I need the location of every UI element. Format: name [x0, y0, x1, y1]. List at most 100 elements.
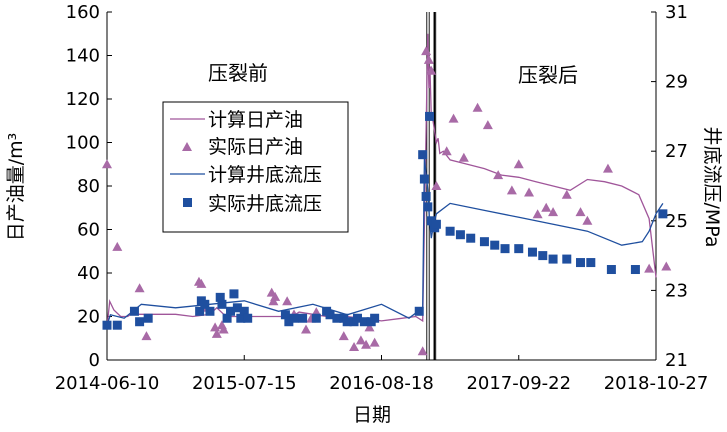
- actual-pressure-point: [232, 303, 242, 313]
- legend-label-calc-pressure: 计算井底流压: [208, 164, 322, 186]
- actual-oil-point: [561, 189, 572, 199]
- actual-pressure-point: [431, 219, 441, 229]
- actual-oil-point: [141, 331, 152, 341]
- actual-oil-point: [458, 152, 469, 162]
- actual-pressure-point: [112, 320, 122, 330]
- actual-pressure-point: [562, 254, 572, 264]
- actual-pressure-point: [426, 216, 436, 226]
- actual-pressure-point: [538, 251, 548, 261]
- actual-oil-point: [102, 159, 112, 169]
- actual-oil-point: [417, 346, 428, 356]
- actual-pressure-point: [200, 299, 210, 309]
- actual-pressure-point: [143, 313, 153, 323]
- actual-oil-point: [513, 159, 524, 169]
- actual-pressure-point: [229, 289, 239, 299]
- actual-oil-point: [575, 207, 586, 217]
- actual-pressure-point: [658, 209, 668, 219]
- x-tick-label: 2016-08-18: [329, 373, 434, 394]
- y-tick-label: 40: [77, 263, 100, 284]
- actual-oil-point: [482, 120, 493, 130]
- actual-pressure-point: [289, 313, 299, 323]
- actual-pressure-point: [370, 313, 380, 323]
- actual-oil-point: [441, 146, 452, 156]
- actual-oil-point: [661, 261, 672, 271]
- tick-labels-group: 0 20 40 60 80 100 120 140 160 21 23 25 27 29 31 2014-06…: [55, 2, 709, 394]
- actual-pressure-point: [102, 320, 112, 330]
- actual-pressure-point: [236, 313, 246, 323]
- actual-oil-point: [506, 185, 517, 195]
- actual-pressure-point: [423, 202, 433, 212]
- y-tick-label: 20: [77, 307, 100, 328]
- actual-pressure-point: [239, 306, 249, 316]
- actual-pressure-point: [576, 258, 586, 268]
- actual-pressure-point: [226, 306, 236, 316]
- actual-pressure-point: [586, 258, 596, 268]
- x-axis-title: 日期: [353, 404, 391, 426]
- actual-oil-point: [369, 337, 380, 347]
- actual-oil-point: [361, 339, 372, 349]
- y-tick-label: 160: [66, 2, 100, 23]
- actual-pressure-point: [298, 313, 308, 323]
- y-tick-label: 100: [66, 133, 100, 154]
- y-axis-title: 日产油量/m³: [5, 133, 27, 242]
- actual-pressure-point: [222, 313, 232, 323]
- actual-oil-point: [472, 102, 483, 112]
- x-tick-label: 2018-10-27: [604, 373, 709, 394]
- legend-label-calc-oil: 计算日产油: [208, 109, 303, 131]
- actual-oil-point: [582, 215, 593, 225]
- y-tick-label: 60: [77, 220, 100, 241]
- actual-pressure-point: [359, 317, 369, 327]
- legend-box: [162, 101, 349, 233]
- actual-oil-point: [423, 54, 434, 64]
- actual-pressure-point: [455, 230, 465, 240]
- actual-pressure-point: [243, 313, 253, 323]
- actual-oil-point: [532, 209, 543, 219]
- actual-oil-point: [421, 46, 432, 56]
- actual-pressure-point: [195, 306, 205, 316]
- x-tick-label: 2017-09-22: [466, 373, 571, 394]
- legend-label-actual-pressure: 实际井底流压: [208, 193, 322, 215]
- actual-oil-point: [493, 170, 504, 180]
- actual-pressure-point: [280, 310, 290, 320]
- actual-oil-point: [196, 278, 207, 288]
- actual-pressure-point: [548, 254, 558, 264]
- actual-pressure-point: [135, 317, 145, 327]
- actual-pressure-point: [414, 306, 424, 316]
- actual-oil-point: [338, 331, 349, 341]
- actual-pressure-point: [311, 313, 321, 323]
- actual-oil-point: [602, 163, 613, 173]
- actual-oil-point: [644, 263, 655, 273]
- actual-pressure-point: [418, 150, 428, 160]
- legend-marker-actual-oil: [182, 142, 192, 151]
- actual-oil-point: [282, 296, 293, 306]
- y2-tick-label: 25: [665, 211, 688, 232]
- actual-pressure-point: [215, 292, 225, 302]
- annotation-before-fracturing: 压裂前: [208, 61, 268, 85]
- y2-tick-label: 29: [665, 72, 688, 93]
- actual-pressure-point: [205, 306, 215, 316]
- actual-oil-point: [218, 324, 229, 334]
- actual-oil-point: [134, 283, 145, 293]
- y-tick-label: 80: [77, 176, 100, 197]
- actual-pressure-point: [479, 237, 489, 247]
- actual-pressure-point: [514, 244, 524, 254]
- actual-pressure-point: [606, 265, 616, 275]
- actual-oil-point: [301, 324, 312, 334]
- legend-marker-actual-pressure: [183, 198, 192, 207]
- actual-pressure-point: [445, 226, 455, 236]
- y2-tick-label: 27: [665, 141, 688, 162]
- actual-oil-point: [112, 241, 123, 251]
- actual-pressure-point: [419, 174, 429, 184]
- actual-oil-point: [426, 65, 437, 75]
- actual-oil-point: [355, 335, 366, 345]
- actual-oil-point: [548, 207, 559, 217]
- actual-oil-point: [524, 187, 535, 197]
- actual-oil-point: [211, 328, 222, 338]
- actual-pressure-point: [129, 306, 139, 316]
- actual-oil-point: [349, 341, 360, 351]
- actual-oil-point: [431, 181, 442, 190]
- x-tick-label: 2015-07-15: [192, 373, 297, 394]
- actual-pressure-point: [284, 317, 294, 327]
- legend-label-actual-oil: 实际日产油: [208, 136, 303, 158]
